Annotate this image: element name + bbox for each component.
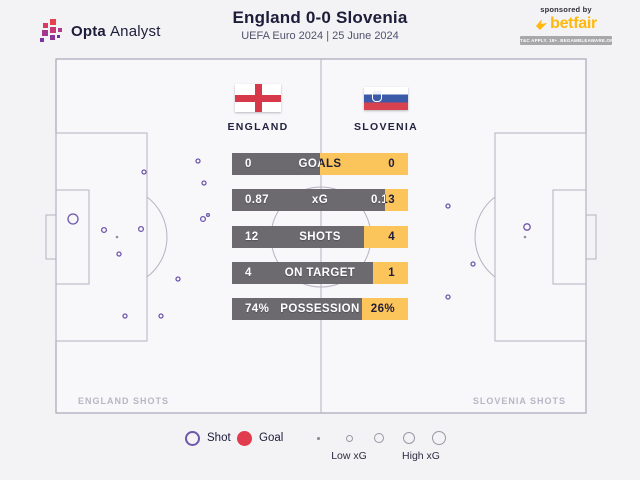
- stat-text-away-layer: 4 ON TARGET 1: [373, 262, 408, 284]
- stat-text-away-layer: 0 GOALS 0: [320, 153, 408, 175]
- shot-marker: [199, 215, 207, 223]
- xg-size-circle-3: [403, 432, 415, 444]
- stat-bar-away: [362, 298, 408, 320]
- shot-marker: [137, 225, 145, 233]
- stat-home-value: 0: [245, 158, 252, 170]
- shot-marker: [205, 212, 211, 218]
- stat-away-value: 1: [388, 267, 395, 279]
- stat-row-possession: 74% POSSESSION 26% 74% POSSESSION 26%: [232, 298, 408, 320]
- stat-bar-away: [385, 189, 408, 211]
- stat-away-value: 0.13: [371, 194, 395, 206]
- england-team-label: ENGLAND: [227, 121, 289, 133]
- high-xg-label: High xG: [402, 450, 440, 462]
- shot-marker: [523, 223, 531, 231]
- left-goal: [45, 214, 57, 260]
- stat-row-on-target: 4 ON TARGET 1 4 ON TARGET 1: [232, 262, 408, 284]
- stat-text-home-layer: 12 SHOTS 4: [232, 226, 364, 248]
- stat-text-away-layer: 0.87 xG 0.13: [371, 189, 408, 211]
- xg-size-circle-2: [374, 433, 384, 443]
- terms-bar: T&C APPLY. 18+. BEGAMBLEAWARE.ORG: [520, 36, 612, 45]
- stat-home-value: 74%: [245, 303, 270, 315]
- slovenia-coat-of-arms: [372, 90, 382, 102]
- opta-analyst-logo: Opta Analyst: [40, 19, 161, 43]
- match-title: England 0-0 Slovenia: [232, 8, 408, 27]
- stat-text-away-layer: 12 SHOTS 4: [364, 226, 408, 248]
- xg-size-circle-4: [432, 431, 446, 445]
- betfair-logo: betfair: [520, 15, 612, 33]
- stat-away-value: 26%: [370, 303, 395, 315]
- stat-bar-away: [364, 226, 408, 248]
- stat-home-value: 0.87: [245, 194, 269, 206]
- shot-marker: [122, 313, 128, 319]
- right-goal: [585, 214, 597, 260]
- stat-bar-away: [320, 153, 408, 175]
- shot-legend-icon: [185, 431, 200, 446]
- shot-marker: [201, 180, 207, 186]
- shot-marker: [195, 158, 201, 164]
- stat-home-value: 4: [245, 267, 252, 279]
- left-penalty-spot: [115, 235, 119, 239]
- shot-marker: [100, 226, 108, 234]
- goal-legend-icon: [237, 431, 252, 446]
- england-flag: [235, 84, 281, 112]
- shot-marker: [445, 294, 451, 300]
- stat-text-home-layer: 4 ON TARGET 1: [232, 262, 373, 284]
- shot-marker: [470, 261, 476, 267]
- betfair-arrow-icon: [536, 18, 548, 30]
- slovenia-team-label: SLOVENIA: [353, 121, 419, 133]
- stat-away-value: 0.13: [371, 194, 395, 206]
- sponsor-block: sponsored by betfair T&C APPLY. 18+. BEG…: [520, 5, 612, 45]
- right-penalty-arc: [474, 196, 496, 278]
- stat-home-value: 12: [245, 231, 259, 243]
- stat-row-shots: 12 SHOTS 4 12 SHOTS 4: [232, 226, 408, 248]
- shot-marker: [116, 251, 122, 257]
- match-subtitle: UEFA Euro 2024 | 25 June 2024: [241, 30, 399, 42]
- betfair-wordmark: betfair: [550, 15, 597, 32]
- shot-marker: [175, 276, 181, 282]
- goal-legend-label: Goal: [259, 432, 284, 444]
- left-penalty-arc: [146, 196, 168, 278]
- stat-label: POSSESSION: [280, 303, 360, 315]
- stat-away-value: 4: [388, 231, 395, 243]
- stat-text-home-layer: 74% POSSESSION 26%: [232, 298, 362, 320]
- right-penalty-spot: [523, 235, 527, 239]
- opta-wordmark-regular: Analyst: [109, 22, 161, 40]
- stat-label: GOALS: [320, 158, 408, 170]
- shot-markers-group: [67, 158, 531, 319]
- sponsored-by-label: sponsored by: [540, 5, 592, 14]
- stat-text-away-layer: 74% POSSESSION 26%: [362, 298, 408, 320]
- shot-legend-label: Shot: [207, 432, 231, 444]
- stat-text-home-layer: 0 GOALS 0: [232, 153, 342, 175]
- opta-wordmark-bold: Opta: [71, 22, 106, 40]
- xg-size-circle-1: [345, 434, 353, 442]
- opta-wordmark: Opta Analyst: [71, 23, 161, 40]
- stat-label: xG: [311, 194, 329, 206]
- shot-marker: [445, 203, 451, 209]
- stat-label: GOALS: [298, 158, 342, 170]
- opta-pixel-icon: [40, 19, 62, 42]
- england-shots-label: ENGLAND SHOTS: [78, 396, 170, 406]
- xg-size-dot-smallest: [317, 437, 320, 440]
- stat-text-home-layer: 0.87 xG 0.13: [232, 189, 395, 211]
- stat-row-xg: 0.87 xG 0.13 0.87 xG 0.13: [232, 189, 408, 211]
- low-xg-label: Low xG: [331, 450, 367, 462]
- shot-marker: [67, 213, 79, 225]
- slovenia-flag: [364, 87, 408, 110]
- stat-label: ON TARGET: [284, 267, 356, 279]
- england-flag-cross-horizontal: [235, 94, 281, 102]
- slovenia-shots-label: SLOVENIA SHOTS: [472, 396, 566, 406]
- shot-marker: [141, 169, 147, 175]
- stat-row-goals: 0 GOALS 0 0 GOALS 0: [232, 153, 408, 175]
- stat-away-value: 0: [388, 158, 395, 170]
- shot-marker: [158, 313, 164, 319]
- stat-bar-away: [372, 262, 408, 284]
- stat-label: SHOTS: [299, 231, 341, 243]
